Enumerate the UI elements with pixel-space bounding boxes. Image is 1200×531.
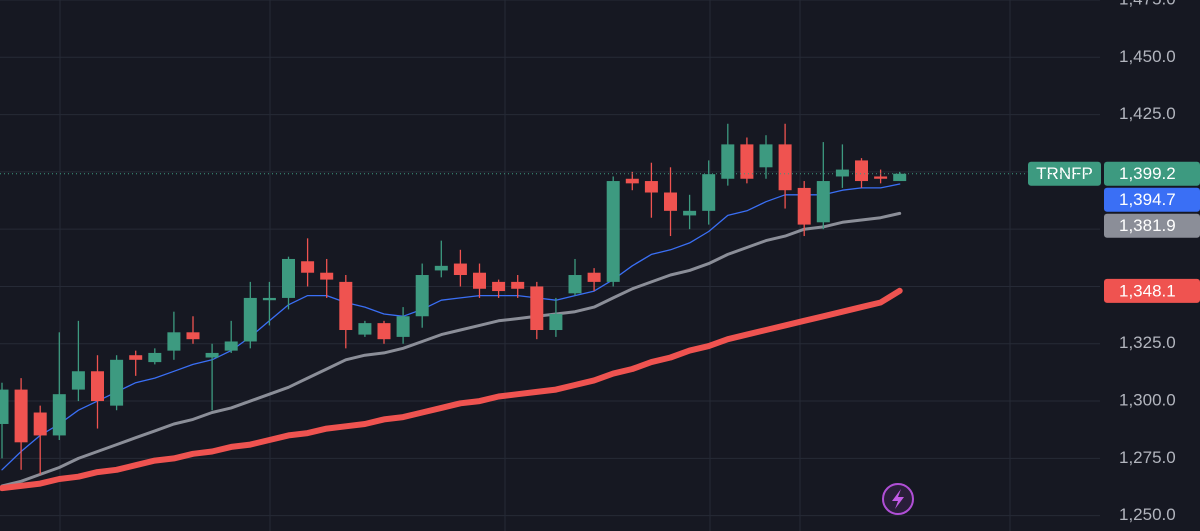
candle-body — [358, 323, 372, 335]
candle-body — [874, 176, 888, 179]
y-tick-label: 1,475.0 — [1119, 0, 1176, 8]
candle-body — [893, 173, 907, 182]
moving-averages — [0, 183, 903, 492]
y-tick-label: 1,450.0 — [1119, 47, 1176, 66]
candle-body — [759, 144, 773, 168]
candle-body — [33, 412, 47, 436]
y-tick-label: 1,325.0 — [1119, 333, 1176, 352]
price-tag — [1104, 187, 1200, 212]
candle-body — [0, 389, 9, 424]
candle-body — [625, 178, 639, 184]
moving-average-line — [0, 211, 902, 488]
candle-body — [415, 275, 429, 317]
price-tag — [1104, 278, 1200, 303]
candle-body — [664, 192, 677, 211]
candle-body — [511, 281, 525, 289]
candle-body — [320, 272, 334, 280]
y-tick-label: 1,300.0 — [1119, 391, 1176, 410]
candle-body — [167, 332, 181, 351]
moving-average-line — [0, 287, 903, 492]
candle-body — [549, 313, 563, 331]
price-tag-label: 1,348.1 — [1119, 281, 1176, 300]
candle-body — [262, 297, 276, 301]
candle-body — [702, 174, 716, 211]
price-tag-label: 1,399.2 — [1119, 164, 1176, 183]
price-tag — [1104, 213, 1200, 238]
candle-body — [797, 187, 811, 225]
candle-body — [587, 272, 601, 282]
candle-body — [835, 169, 849, 177]
price-tag-label: 1,394.7 — [1119, 190, 1176, 209]
candle-body — [740, 144, 754, 179]
moving-average-line — [1, 183, 901, 471]
candle-body — [339, 281, 353, 331]
candle-body — [52, 394, 66, 436]
y-tick-label: 1,250.0 — [1119, 505, 1176, 524]
candle-body — [816, 181, 830, 223]
candle-body — [568, 275, 582, 294]
candle-body — [301, 261, 315, 273]
candle-body — [129, 355, 143, 360]
candle-body — [186, 332, 200, 340]
candle-body — [377, 323, 391, 340]
candle-body — [224, 341, 238, 351]
candle-body — [14, 389, 28, 443]
y-tick-label: 1,275.0 — [1119, 448, 1176, 467]
candle-body — [606, 181, 620, 282]
candle-body — [205, 352, 219, 358]
lightning-icon[interactable] — [882, 483, 914, 515]
candle-body — [644, 181, 658, 193]
candle-body — [721, 144, 735, 179]
candle-body — [110, 359, 124, 406]
candle-body — [91, 371, 104, 402]
candle-body — [855, 160, 868, 182]
candle-body — [71, 371, 85, 390]
icon-bolt — [892, 489, 904, 509]
candle-body — [243, 297, 257, 342]
candle-body — [683, 210, 697, 216]
vertical-grid — [59, 0, 1011, 531]
candle-body — [530, 286, 544, 331]
candle-body — [396, 316, 410, 337]
price-tag-label: 1,381.9 — [1119, 216, 1176, 235]
candle-body — [148, 352, 162, 363]
candle-body — [492, 281, 506, 292]
y-tick-label: 1,425.0 — [1119, 104, 1176, 123]
candles — [0, 123, 907, 475]
candle-body — [282, 258, 295, 298]
candle-body — [473, 272, 486, 289]
candle-body — [778, 144, 792, 191]
candle-body — [453, 263, 467, 276]
horizontal-grid — [0, 0, 1100, 517]
candle-body — [434, 265, 448, 271]
price-tag — [1104, 161, 1200, 186]
